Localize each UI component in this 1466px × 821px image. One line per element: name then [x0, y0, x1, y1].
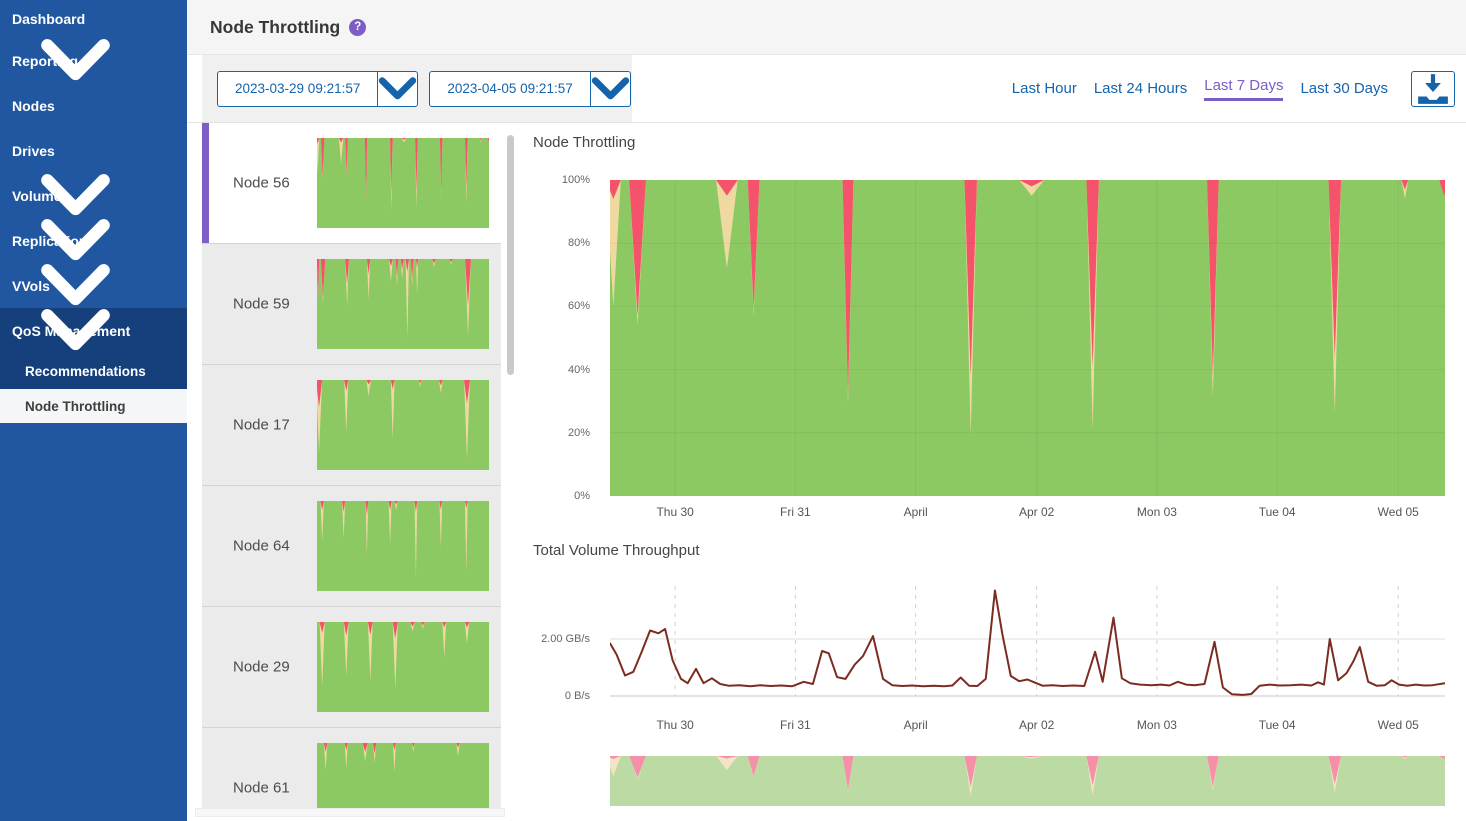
x-tick-label: April — [903, 505, 928, 519]
y-tick-label: 2.00 GB/s — [541, 633, 590, 645]
node-label: Node 56 — [233, 174, 290, 192]
chevron-down-icon — [41, 263, 110, 305]
range-link-last-24-hours[interactable]: Last 24 Hours — [1093, 80, 1188, 97]
node-mini-chart — [317, 501, 489, 591]
range-link-last-30-days[interactable]: Last 30 Days — [1300, 80, 1388, 97]
sidebar-item-qos-management[interactable]: QoS Management — [0, 308, 187, 353]
start-date-picker[interactable]: 2023-03-29 09:21:57 — [217, 71, 419, 107]
chevron-down-icon — [41, 308, 110, 350]
x-tick-label: Wed 05 — [1377, 718, 1419, 732]
node-list: Node 56 Node 59 Node 17 Node 64 Node 29 … — [202, 123, 501, 808]
node-row-node-17[interactable]: Node 17 — [202, 365, 501, 486]
sidebar-item-reporting[interactable]: Reporting — [0, 38, 187, 83]
sidebar-item-label: Nodes — [12, 97, 55, 114]
node-row-node-56[interactable]: Node 56 — [202, 123, 501, 244]
chevron-down-icon — [41, 38, 110, 80]
x-tick-label: Apr 02 — [1018, 505, 1055, 519]
x-tick-label: Thu 30 — [656, 505, 694, 519]
sidebar-item-volumes[interactable]: Volumes — [0, 173, 187, 218]
x-tick-label: Thu 30 — [656, 718, 694, 732]
x-tick-label: Mon 03 — [1136, 718, 1177, 732]
end-date-picker[interactable]: 2023-04-05 09:21:57 — [429, 71, 631, 107]
throttling-area-chart — [610, 180, 1445, 496]
sidebar-item-drives[interactable]: Drives — [0, 128, 187, 173]
date-pickers: 2023-03-29 09:21:57 2023-04-05 09:21:57 — [217, 71, 631, 107]
y-tick-label: 80% — [567, 237, 590, 250]
node-mini-chart — [317, 259, 489, 349]
node-row-node-59[interactable]: Node 59 — [202, 244, 501, 365]
node-label: Node 59 — [233, 295, 290, 313]
x-tick-label: Wed 05 — [1377, 505, 1419, 519]
time-range-brush-chart[interactable] — [610, 756, 1445, 806]
y-tick-label: 20% — [567, 426, 590, 439]
x-tick-label: Tue 04 — [1258, 505, 1296, 519]
sidebar-item-recommendations[interactable]: Recommendations — [25, 363, 146, 379]
range-link-last-7-days[interactable]: Last 7 Days — [1204, 77, 1284, 101]
download-button[interactable] — [1411, 70, 1455, 107]
y-tick-label: 0% — [574, 490, 590, 502]
x-tick-label: Fri 31 — [780, 505, 811, 519]
node-label: Node 61 — [233, 779, 290, 797]
throttling-y-axis: 100% 80% 60% 40% 20% 0% — [520, 174, 600, 502]
y-tick-label: 40% — [567, 363, 590, 376]
node-row-node-29[interactable]: Node 29 — [202, 607, 501, 728]
end-date-dropdown-toggle[interactable] — [589, 72, 630, 106]
sidebar-item-replication[interactable]: Replication — [0, 218, 187, 263]
help-icon[interactable]: ? — [349, 18, 367, 36]
node-list-scrollbar — [507, 127, 514, 808]
page-title: Node Throttling — [210, 16, 341, 37]
throughput-y-axis: 2.00 GB/s 0 B/s — [520, 586, 600, 702]
y-tick-label: 60% — [567, 300, 590, 313]
scrollbar-thumb[interactable] — [507, 135, 514, 375]
sidebar-item-label: Dashboard — [12, 11, 86, 27]
x-tick-label: Tue 04 — [1258, 718, 1296, 732]
throughput-line-chart — [610, 586, 1445, 701]
node-list-footer — [195, 808, 505, 817]
node-label: Node 64 — [233, 537, 290, 555]
sidebar-item-node-throttling[interactable]: Node Throttling — [0, 389, 187, 423]
content: Node 56 Node 59 Node 17 Node 64 Node 29 … — [187, 123, 1466, 819]
chevron-down-icon — [41, 173, 110, 215]
sidebar: Dashboard Reporting Nodes Drives Volumes Repl… — [0, 0, 187, 821]
node-label: Node 17 — [233, 416, 290, 434]
charts-panel: Node Throttling 100% 80% 60% 40% 20% 0% Thu 3… — [520, 123, 1466, 819]
title-bar: Node Throttling ? — [187, 0, 1466, 55]
end-date-value[interactable]: 2023-04-05 09:21:57 — [447, 81, 573, 96]
x-tick-label: Fri 31 — [780, 718, 811, 732]
y-tick-label: 0 B/s — [564, 690, 590, 702]
node-row-node-64[interactable]: Node 64 — [202, 486, 501, 607]
node-label: Node 29 — [233, 658, 290, 676]
throttling-x-axis: Thu 30 Fri 31 April Apr 02 Mon 03 Tue 04 Wed 0… — [610, 502, 1445, 522]
x-tick-label: April — [903, 718, 928, 732]
chevron-down-icon — [41, 218, 110, 260]
sidebar-item-dashboard[interactable]: Dashboard — [0, 0, 187, 38]
throughput-x-axis: Thu 30 Fri 31 April Apr 02 Mon 03 Tue 04 Wed 0… — [610, 715, 1445, 735]
chevron-down-icon — [591, 77, 629, 100]
throttling-chart-title: Node Throttling — [533, 134, 636, 151]
throughput-chart-title: Total Volume Throughput — [533, 542, 700, 559]
node-row-node-61[interactable]: Node 61 — [202, 728, 501, 808]
sidebar-item-nodes[interactable]: Nodes — [0, 83, 187, 128]
node-mini-chart — [317, 138, 489, 228]
start-date-dropdown-toggle[interactable] — [377, 72, 417, 106]
node-mini-chart — [317, 622, 489, 712]
node-mini-chart — [317, 743, 489, 808]
main-area: Node Throttling ? 2023-03-29 09:21:57 20… — [187, 0, 1466, 821]
sidebar-item-vvols[interactable]: VVols — [0, 263, 187, 308]
x-tick-label: Apr 02 — [1018, 718, 1055, 732]
range-link-last-hour[interactable]: Last Hour — [1011, 80, 1077, 97]
toolbar: 2023-03-29 09:21:57 2023-04-05 09:21:57 … — [187, 55, 1466, 123]
start-date-value[interactable]: 2023-03-29 09:21:57 — [235, 81, 361, 96]
y-tick-label: 100% — [561, 174, 590, 186]
chevron-down-icon — [379, 77, 417, 100]
qos-management-group: QoS Management Recommendations Node Thro… — [0, 308, 187, 423]
node-mini-chart — [317, 380, 489, 470]
x-tick-label: Mon 03 — [1136, 505, 1177, 519]
sidebar-item-label: Drives — [12, 142, 55, 159]
sidebar-item-label: VVols — [12, 277, 50, 294]
download-icon — [1418, 73, 1448, 104]
quick-range-links: Last Hour Last 24 Hours Last 7 Days Last 30… — [1012, 55, 1455, 122]
